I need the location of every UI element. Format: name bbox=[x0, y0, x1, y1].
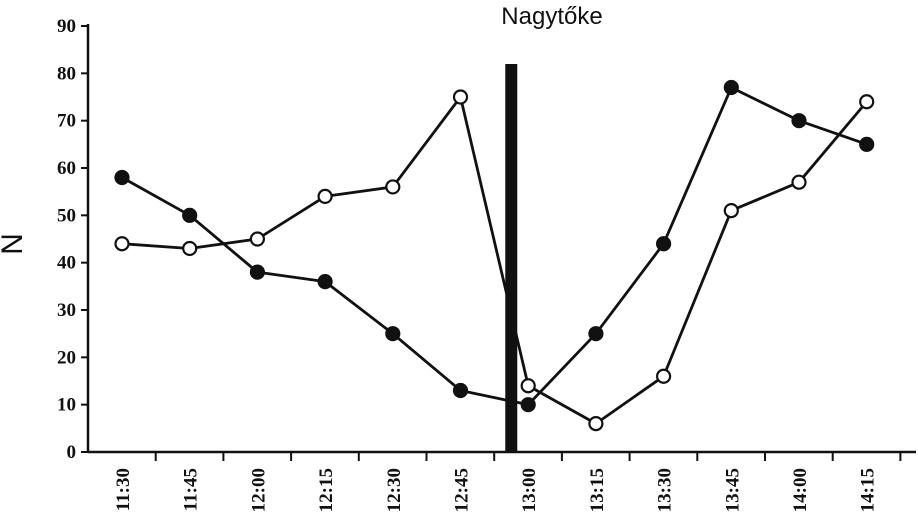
series-filled bbox=[114, 79, 875, 413]
data-point-filled bbox=[385, 326, 401, 342]
x-ticks: 11:30 11:45 12:00 12:15 12:30 12:45 13:00 13:15… bbox=[113, 452, 902, 512]
x-tick-label: 13:00 bbox=[519, 468, 540, 512]
y-tick-label: 60 bbox=[57, 158, 76, 179]
axes bbox=[86, 24, 916, 454]
y-ticks: 0 10 20 30 40 50 60 70 80 90 bbox=[57, 16, 88, 463]
x-tick-label: 13:45 bbox=[722, 468, 743, 512]
x-tick-label: 12:30 bbox=[384, 468, 405, 512]
x-tick-label: 11:30 bbox=[113, 468, 134, 511]
data-point-open bbox=[655, 368, 672, 384]
data-point-filled bbox=[317, 274, 333, 290]
data-point-filled bbox=[655, 236, 672, 252]
x-tick-label: 13:15 bbox=[587, 468, 608, 512]
data-point-filled bbox=[859, 136, 875, 152]
data-point-open bbox=[520, 378, 536, 394]
series-line-open bbox=[121, 95, 868, 426]
data-point-filled bbox=[182, 207, 198, 223]
data-point-filled bbox=[588, 326, 604, 342]
data-point-open bbox=[588, 416, 604, 432]
event-bar bbox=[505, 64, 518, 453]
data-point-filled bbox=[452, 382, 469, 399]
x-tick-label: 11:45 bbox=[181, 468, 202, 511]
data-point-filled bbox=[520, 397, 536, 413]
series-layer bbox=[114, 79, 875, 432]
y-tick-label: 20 bbox=[57, 347, 76, 368]
chart-title: Nagytőke bbox=[501, 3, 602, 30]
data-point-filled bbox=[114, 169, 130, 186]
data-point-open bbox=[317, 188, 333, 204]
y-tick-label: 50 bbox=[57, 205, 76, 226]
y-tick-label: 10 bbox=[57, 395, 76, 416]
data-point-filled bbox=[791, 113, 807, 129]
data-point-open bbox=[385, 179, 401, 195]
data-point-open bbox=[723, 203, 739, 219]
x-tick-label: 12:15 bbox=[316, 468, 337, 512]
x-tick-label: 13:30 bbox=[655, 468, 676, 512]
y-tick-label: 40 bbox=[57, 253, 76, 274]
data-point-open bbox=[114, 236, 130, 252]
event-bar-layer bbox=[505, 64, 518, 453]
data-point-open bbox=[452, 89, 469, 105]
data-point-filled bbox=[723, 79, 739, 96]
y-tick-label: 80 bbox=[57, 63, 76, 84]
data-point-open bbox=[859, 94, 875, 110]
x-tick-label: 12:00 bbox=[248, 468, 269, 512]
data-point-open bbox=[182, 240, 198, 257]
y-axis-label: N bbox=[0, 233, 29, 255]
x-tick-label: 14:15 bbox=[858, 468, 879, 512]
x-tick-label: 14:00 bbox=[790, 468, 811, 512]
x-tick-label: 12:45 bbox=[452, 468, 473, 512]
y-tick-label: 90 bbox=[57, 16, 76, 37]
data-point-open bbox=[249, 231, 265, 247]
data-point-open bbox=[791, 174, 807, 190]
data-point-filled bbox=[249, 264, 265, 280]
series-open bbox=[114, 89, 875, 432]
y-tick-label: 70 bbox=[57, 111, 76, 132]
y-tick-label: 30 bbox=[57, 300, 76, 321]
y-tick-label: 0 bbox=[67, 442, 77, 463]
series-line-filled bbox=[121, 86, 868, 407]
